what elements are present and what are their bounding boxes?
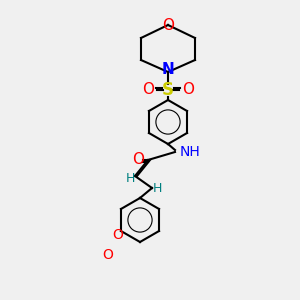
- Text: N: N: [162, 62, 174, 77]
- Text: NH: NH: [180, 145, 201, 159]
- Text: O: O: [132, 152, 144, 167]
- Text: O: O: [162, 17, 174, 32]
- Text: H: H: [125, 172, 135, 184]
- Text: O: O: [142, 82, 154, 98]
- Text: O: O: [112, 228, 123, 242]
- Text: H: H: [152, 182, 162, 194]
- Text: O: O: [103, 248, 113, 262]
- Text: O: O: [182, 82, 194, 98]
- Text: S: S: [162, 81, 174, 99]
